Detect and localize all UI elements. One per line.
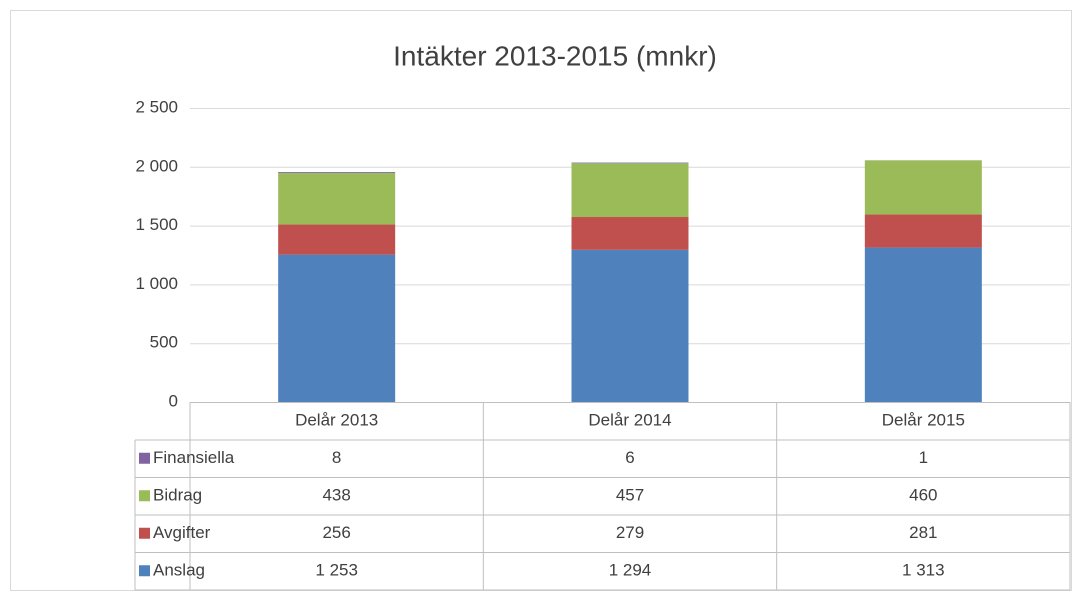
bar-segment xyxy=(864,160,982,215)
table-value: 256 xyxy=(322,523,350,542)
y-tick-label: 2 000 xyxy=(135,156,178,175)
legend-swatch xyxy=(139,527,150,539)
x-tick-label: Delår 2014 xyxy=(588,410,671,429)
legend-label: Avgifter xyxy=(153,523,211,542)
y-tick-label: 1 500 xyxy=(135,215,178,234)
table-value: 1 xyxy=(919,448,928,467)
table-value: 460 xyxy=(909,486,937,505)
table-value: 6 xyxy=(625,448,634,467)
bar-segment xyxy=(571,217,689,250)
table-value: 438 xyxy=(322,486,350,505)
y-tick-label: 1 000 xyxy=(135,274,178,293)
table-value: 279 xyxy=(616,523,644,542)
chart-title: Intäkter 2013-2015 (mnkr) xyxy=(393,40,717,71)
bar-segment xyxy=(864,214,982,248)
legend-swatch xyxy=(139,490,150,502)
bar-segment xyxy=(571,249,689,402)
table-value: 8 xyxy=(332,448,341,467)
table-value: 281 xyxy=(909,523,937,542)
bar-segment xyxy=(571,163,689,218)
legend-label: Anslag xyxy=(153,561,205,580)
y-tick-label: 500 xyxy=(150,333,178,352)
table-value: 1 294 xyxy=(609,561,652,580)
bar-segment xyxy=(278,173,396,225)
legend-label: Bidrag xyxy=(153,486,202,505)
bar-segment xyxy=(864,247,982,402)
bar-segment xyxy=(278,254,396,402)
table-value: 1 313 xyxy=(902,561,945,580)
bar-segment xyxy=(571,162,689,164)
legend-swatch xyxy=(139,452,150,464)
table-value: 1 253 xyxy=(315,561,358,580)
y-tick-label: 0 xyxy=(169,391,178,410)
legend-swatch xyxy=(139,565,150,577)
legend-label: Finansiella xyxy=(153,448,235,467)
table-value: 457 xyxy=(616,486,644,505)
y-tick-label: 2 500 xyxy=(135,97,178,116)
bar-segment xyxy=(278,224,396,255)
x-tick-label: Delår 2015 xyxy=(882,410,965,429)
bar-segment xyxy=(278,172,396,174)
x-tick-label: Delår 2013 xyxy=(295,410,378,429)
